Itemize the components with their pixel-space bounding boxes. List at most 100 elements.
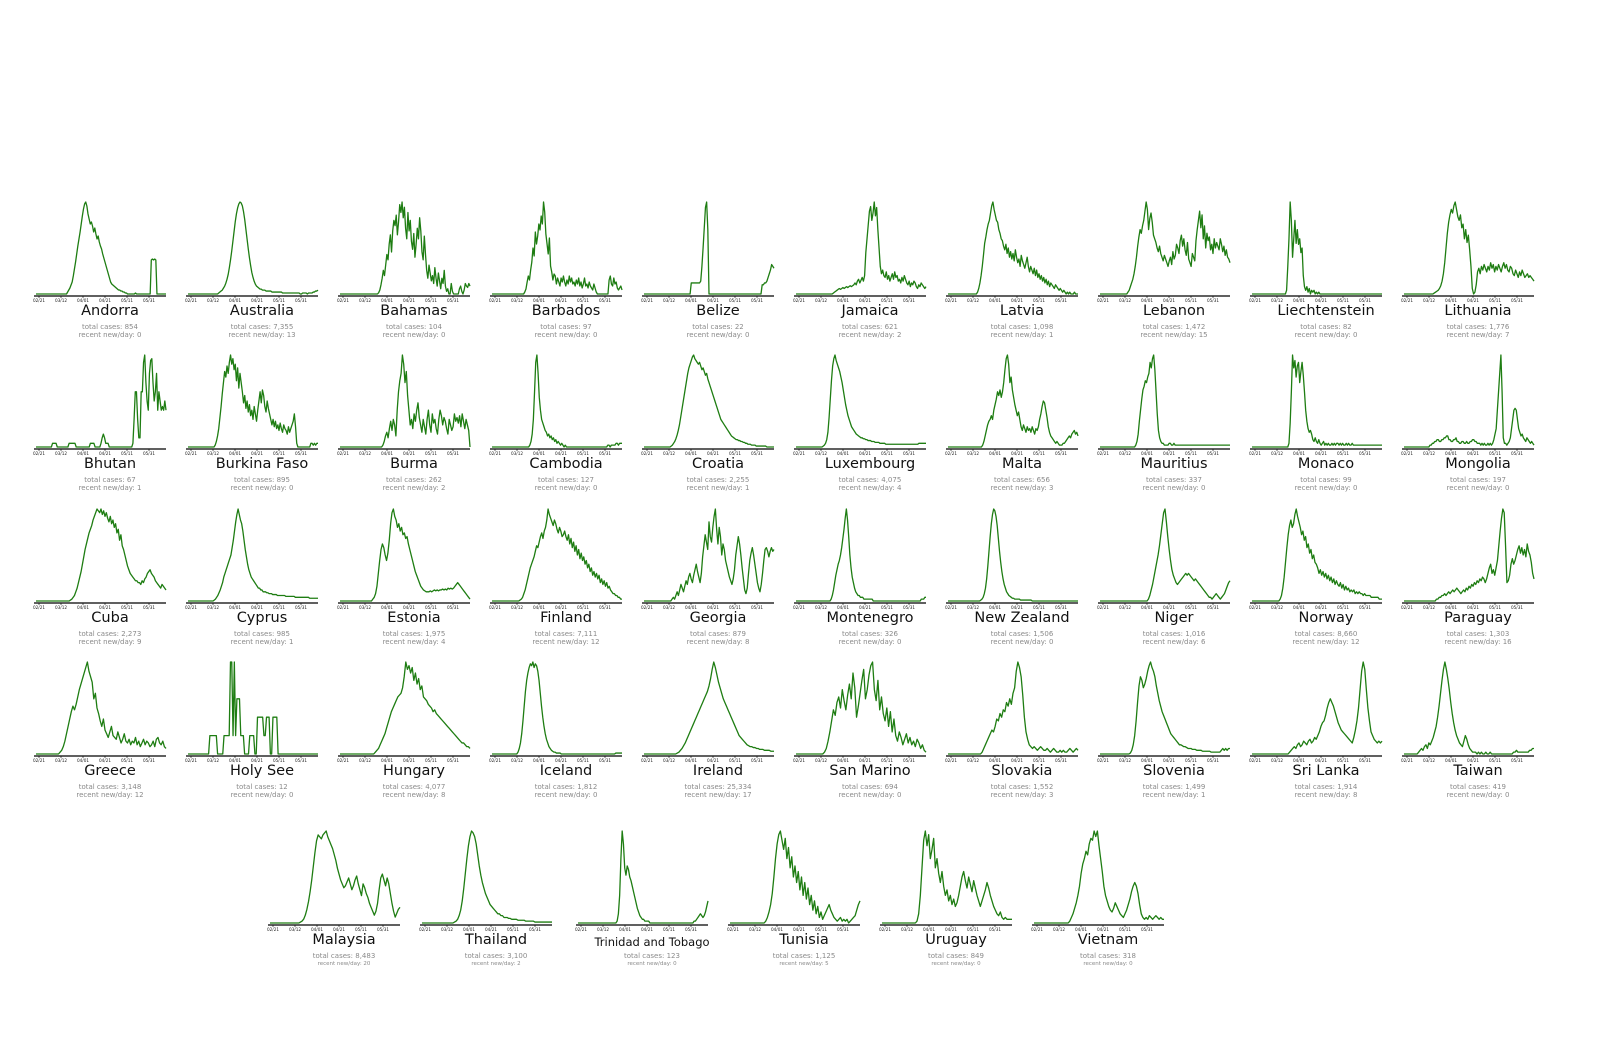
- x-tick-label: 05/11: [1119, 927, 1131, 932]
- series-line: [492, 508, 622, 602]
- total-cases-label: total cases: 1,016: [1142, 630, 1206, 638]
- sparkline-chart: 02/21 03/12 04/01 04/21 05/11 05/31: [1249, 661, 1383, 763]
- x-tick-label: 04/01: [1445, 758, 1457, 763]
- recent-new-per-day-label: recent new/day: 1: [230, 638, 294, 646]
- series-line: [948, 354, 1079, 448]
- series-line: [1404, 354, 1535, 448]
- series-line: [948, 508, 1078, 602]
- total-cases-label: total cases: 1,125: [772, 952, 836, 960]
- total-cases-label: total cases: 22: [692, 323, 744, 331]
- x-tick-label: 02/21: [267, 927, 279, 932]
- country-name: Jamaica: [841, 303, 899, 319]
- x-tick-label: 02/21: [641, 451, 653, 456]
- x-tick-label: 04/21: [707, 451, 719, 456]
- total-cases-label: total cases: 1,776: [1446, 323, 1510, 331]
- x-tick-label: 04/21: [555, 298, 567, 303]
- country-panel: 02/21 03/12 04/01 04/21 05/11 05/31 Malaysia to…: [267, 825, 418, 985]
- country-name: Finland: [540, 610, 592, 626]
- x-tick-label: 05/31: [143, 758, 155, 763]
- country-name: Slovenia: [1143, 763, 1205, 779]
- x-tick-label: 05/31: [447, 605, 459, 610]
- series-line: [36, 508, 167, 602]
- total-cases-label: total cases: 854: [82, 323, 138, 331]
- series-line: [948, 661, 1079, 755]
- x-tick-label: 02/21: [641, 758, 653, 763]
- country-name: Montenegro: [826, 610, 914, 626]
- recent-new-per-day-label: recent new/day: 0: [534, 331, 598, 339]
- x-tick-label: 05/31: [295, 605, 307, 610]
- recent-new-per-day-label: recent new/day: 7: [1446, 331, 1510, 339]
- x-tick-label: 05/11: [577, 451, 589, 456]
- recent-new-per-day-label: recent new/day: 0: [990, 638, 1054, 646]
- x-tick-label: 03/12: [1423, 451, 1435, 456]
- total-cases-label: total cases: 419: [1450, 783, 1506, 791]
- sparkline-chart: 02/21 03/12 04/01 04/21 05/11 05/31: [1249, 201, 1382, 303]
- x-tick-label: 05/31: [1055, 298, 1067, 303]
- x-tick-label: 04/01: [1141, 298, 1153, 303]
- x-tick-label: 04/01: [1141, 451, 1153, 456]
- x-tick-label: 02/21: [727, 927, 739, 932]
- x-tick-label: 04/21: [1467, 298, 1479, 303]
- recent-new-per-day-label: recent new/day: 3: [990, 484, 1054, 492]
- x-tick-label: 05/11: [729, 758, 741, 763]
- x-tick-label: 02/21: [489, 605, 501, 610]
- total-cases-label: total cases: 1,552: [990, 783, 1054, 791]
- x-tick-label: 02/21: [641, 298, 653, 303]
- x-tick-label: 04/01: [229, 605, 241, 610]
- series-line: [492, 661, 622, 755]
- x-tick-label: 03/12: [597, 927, 609, 932]
- total-cases-label: total cases: 7,355: [230, 323, 294, 331]
- total-cases-label: total cases: 2,255: [686, 476, 750, 484]
- country-panel: 02/21 03/12 04/01 04/21 05/11 05/31 Taiwan tota…: [1401, 656, 1552, 816]
- x-tick-label: 05/31: [143, 605, 155, 610]
- x-tick-label: 03/12: [1423, 605, 1435, 610]
- x-tick-label: 04/01: [1293, 758, 1305, 763]
- recent-new-per-day-label: recent new/day: 1: [78, 484, 142, 492]
- country-name: Latvia: [999, 303, 1045, 319]
- x-tick-label: 02/21: [1401, 605, 1413, 610]
- series-line: [882, 830, 1012, 924]
- recent-new-per-day-label: recent new/day: 1: [1142, 791, 1206, 799]
- country-panel: 02/21 03/12 04/01 04/21 05/11 05/31 Jamaica tot…: [793, 196, 944, 356]
- sparkline-chart: 02/21 03/12 04/01 04/21 05/11 05/31: [337, 661, 471, 763]
- total-cases-label: total cases: 3,148: [78, 783, 142, 791]
- country-name: Mongolia: [1445, 456, 1511, 472]
- sparkline-chart: 02/21 03/12 04/01 04/21 05/11 05/31: [945, 354, 1079, 456]
- x-tick-label: 02/21: [1097, 605, 1109, 610]
- country-name: Malaysia: [312, 932, 376, 948]
- country-name: Cambodia: [529, 456, 603, 472]
- series-line: [340, 354, 471, 448]
- x-tick-label: 03/12: [967, 298, 979, 303]
- sparkline-chart: 02/21 03/12 04/01 04/21 05/11 05/31: [337, 354, 471, 456]
- recent-new-per-day-label: recent new/day: 1: [990, 331, 1054, 339]
- x-tick-label: 04/21: [945, 927, 957, 932]
- country-panel: 02/21 03/12 04/01 04/21 05/11 05/31 Barbados to…: [489, 196, 640, 356]
- country-name: Thailand: [464, 932, 528, 948]
- x-tick-label: 03/12: [1119, 605, 1131, 610]
- x-tick-label: 04/01: [311, 927, 323, 932]
- x-tick-label: 05/11: [121, 605, 133, 610]
- total-cases-label: total cases: 97: [540, 323, 592, 331]
- x-tick-label: 03/12: [511, 605, 523, 610]
- recent-new-per-day-label: recent new/day: 3: [990, 791, 1054, 799]
- country-panel: 02/21 03/12 04/01 04/21 05/11 05/31 Tunisia tot…: [727, 825, 878, 985]
- x-tick-label: 05/31: [295, 298, 307, 303]
- x-tick-label: 05/11: [881, 758, 893, 763]
- x-tick-label: 04/21: [555, 758, 567, 763]
- x-tick-label: 04/21: [1163, 298, 1175, 303]
- series-line: [644, 201, 775, 295]
- recent-new-per-day-label: recent new/day: 0: [1083, 961, 1133, 967]
- x-tick-label: 05/31: [837, 927, 849, 932]
- sparkline-chart: 02/21 03/12 04/01 04/21 05/11 05/31: [185, 354, 318, 456]
- series-line: [1100, 508, 1231, 602]
- x-tick-label: 05/11: [967, 927, 979, 932]
- x-tick-label: 03/12: [1119, 298, 1131, 303]
- sparkline-chart: 02/21 03/12 04/01 04/21 05/11 05/31: [1031, 830, 1164, 932]
- total-cases-label: total cases: 849: [928, 952, 984, 960]
- total-cases-label: total cases: 197: [1450, 476, 1506, 484]
- x-tick-label: 02/21: [337, 451, 349, 456]
- x-tick-label: 03/12: [815, 758, 827, 763]
- total-cases-label: total cases: 621: [842, 323, 898, 331]
- x-tick-label: 05/11: [273, 451, 285, 456]
- series-line: [36, 354, 167, 448]
